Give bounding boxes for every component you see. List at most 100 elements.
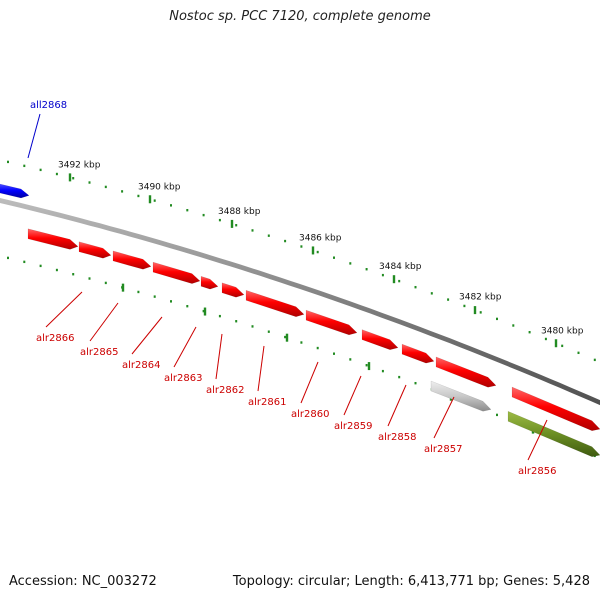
accession-text: Accession: NC_003272 bbox=[9, 574, 157, 589]
scale-dot bbox=[365, 364, 368, 367]
scale-dot bbox=[316, 346, 319, 350]
scale-dot bbox=[447, 298, 450, 301]
scale-dot bbox=[267, 234, 270, 237]
scale-dot bbox=[333, 256, 335, 259]
major-tick bbox=[473, 306, 477, 315]
scale-label: 3492 kbp bbox=[58, 160, 101, 170]
scale-dot bbox=[284, 335, 287, 339]
scale-dot bbox=[349, 262, 352, 265]
leader-line bbox=[387, 384, 407, 427]
leader-line bbox=[527, 419, 548, 461]
genome-backbone bbox=[0, 198, 600, 406]
gene-label-all2868[interactable]: all2868 bbox=[30, 100, 67, 111]
gene-arrow-alr2862[interactable] bbox=[200, 275, 219, 290]
scale-dot bbox=[316, 250, 319, 254]
scale-dot bbox=[267, 330, 270, 333]
scale-dot bbox=[39, 264, 42, 268]
scale-dot bbox=[7, 256, 9, 260]
gene-arrow-alr2858[interactable] bbox=[361, 329, 399, 350]
gene-label-alr2857[interactable]: alr2857 bbox=[424, 444, 462, 455]
leader-line bbox=[257, 345, 265, 392]
major-tick bbox=[285, 333, 289, 342]
scale-dot bbox=[544, 337, 547, 341]
gene-label-alr2859[interactable]: alr2859 bbox=[334, 421, 372, 432]
scale-dot bbox=[365, 268, 368, 271]
scale-dot bbox=[430, 292, 433, 295]
scale-dot bbox=[414, 285, 417, 289]
scale-label: 3480 kbp bbox=[541, 326, 584, 336]
gene-label-alr2863[interactable]: alr2863 bbox=[164, 373, 202, 384]
gene-label-alr2858[interactable]: alr2858 bbox=[378, 432, 416, 443]
major-tick bbox=[148, 195, 152, 204]
scale-dot bbox=[251, 325, 254, 328]
major-tick bbox=[311, 246, 315, 255]
scale-dot bbox=[398, 279, 401, 283]
gene-arrow-olive[interactable] bbox=[507, 410, 600, 457]
gene-arrow-gray[interactable] bbox=[430, 380, 492, 412]
leader-line bbox=[215, 333, 223, 380]
leader-line bbox=[343, 375, 362, 416]
leader-line bbox=[433, 396, 455, 439]
gene-arrow-alr2865[interactable] bbox=[78, 241, 112, 259]
gene-arrow-alr2859[interactable] bbox=[305, 309, 358, 336]
scale-dot bbox=[463, 304, 466, 308]
gene-arrow-alr2860[interactable] bbox=[245, 289, 305, 317]
genome-summary-text: Topology: circular; Length: 6,413,771 bp… bbox=[232, 574, 590, 589]
scale-dot bbox=[496, 413, 498, 417]
major-tick bbox=[392, 275, 396, 284]
scale-dot bbox=[381, 273, 384, 277]
major-tick bbox=[203, 307, 207, 316]
gene-label-alr2864[interactable]: alr2864 bbox=[122, 360, 160, 371]
leader-line bbox=[300, 361, 319, 404]
gene-arrow-alr2856[interactable] bbox=[435, 356, 497, 388]
gene-arrow-alr2863[interactable] bbox=[152, 261, 201, 284]
major-tick bbox=[68, 173, 72, 182]
scale-dot bbox=[333, 352, 335, 355]
major-tick bbox=[121, 283, 125, 292]
leader-line bbox=[89, 302, 119, 342]
scale-dot bbox=[218, 218, 221, 222]
scale-dot bbox=[72, 273, 75, 276]
scale-dot bbox=[23, 260, 26, 264]
scale-dot bbox=[121, 190, 124, 193]
scale-dot bbox=[153, 199, 156, 202]
gene-label-alr2860[interactable]: alr2860 bbox=[291, 409, 329, 420]
gene-arrow-alr2864[interactable] bbox=[112, 250, 152, 270]
gene-arrow-all2868[interactable] bbox=[0, 183, 30, 199]
scale-dot bbox=[479, 311, 482, 314]
scale-dot bbox=[300, 341, 303, 344]
gene-label-alr2856[interactable]: alr2856 bbox=[518, 466, 556, 477]
gene-label-alr2862[interactable]: alr2862 bbox=[206, 385, 244, 396]
major-tick bbox=[554, 339, 558, 348]
scale-label: 3482 kbp bbox=[459, 293, 502, 303]
scale-dot bbox=[235, 224, 238, 227]
scale-dot bbox=[88, 181, 91, 184]
gene-arrow-alr2866[interactable] bbox=[27, 228, 79, 250]
gene-arrow[interactable] bbox=[511, 386, 600, 431]
scale-dot bbox=[202, 213, 205, 217]
scale-dot bbox=[284, 239, 287, 243]
major-tick bbox=[367, 362, 371, 371]
gene-arrow-alr2857[interactable] bbox=[401, 343, 435, 364]
scale-dot bbox=[186, 304, 189, 308]
scale-dot bbox=[349, 358, 352, 361]
gene-label-alr2865[interactable]: alr2865 bbox=[80, 347, 118, 358]
scale-dot bbox=[593, 358, 596, 362]
scale-dot bbox=[496, 317, 498, 321]
scale-dot bbox=[170, 204, 172, 207]
gene-label-alr2866[interactable]: alr2866 bbox=[36, 333, 74, 344]
leader-line bbox=[173, 326, 197, 368]
leader-line bbox=[27, 113, 41, 159]
scale-dot bbox=[300, 245, 303, 248]
scale-dot bbox=[137, 290, 140, 294]
scale-dot bbox=[170, 300, 172, 303]
scale-label: 3490 kbp bbox=[138, 183, 181, 193]
scale-dot bbox=[153, 295, 156, 298]
gene-arrow-alr2861[interactable] bbox=[221, 282, 245, 298]
scale-dot bbox=[186, 208, 189, 212]
scale-dot bbox=[577, 351, 580, 355]
scale-dot bbox=[23, 164, 26, 168]
scale-dot bbox=[55, 172, 58, 176]
gene-label-alr2861[interactable]: alr2861 bbox=[248, 397, 286, 408]
